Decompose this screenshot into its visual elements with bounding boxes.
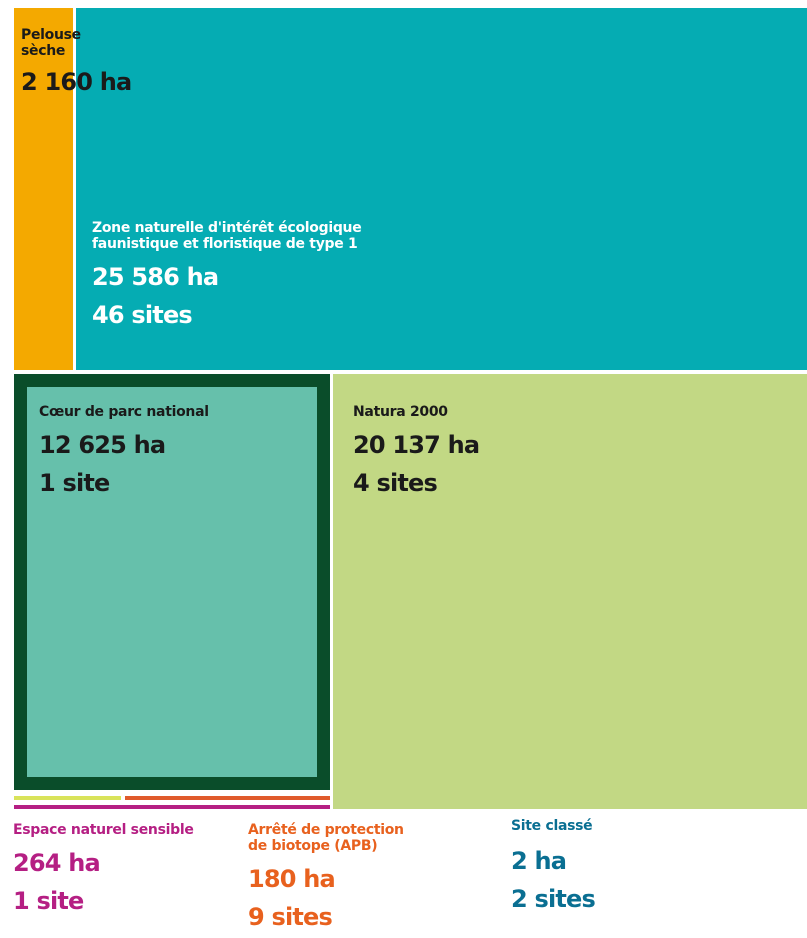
znieff-cell (76, 8, 807, 370)
znieff-area: 25 586 ha (92, 263, 219, 292)
znieff-label: Zone naturelle d'intérêt écologique faun… (92, 220, 392, 334)
apb-sites: 9 sites (248, 903, 333, 932)
apb-area: 180 ha (248, 865, 336, 894)
natura-2000-cell (333, 374, 807, 809)
natura-2000-name: Natura 2000 (353, 404, 448, 420)
ens-name: Espace naturel sensible (13, 822, 194, 838)
natura-2000-label: Natura 2000 20 137 ha 4 sites (353, 404, 480, 502)
znieff-sites: 46 sites (92, 301, 193, 330)
pelouse-seche-area: 2 160 ha (21, 68, 132, 97)
coeur-parc-name: Cœur de parc national (39, 404, 209, 420)
site-classe-label: Site classé 2 ha 2 sites (511, 818, 596, 918)
apb-label: Arrêté de protection de biotope (APB) 18… (248, 822, 423, 936)
strip-magenta (14, 805, 330, 809)
coeur-parc-sites: 1 site (39, 469, 110, 498)
natura-2000-area: 20 137 ha (353, 431, 480, 460)
pelouse-seche-cell (14, 8, 73, 370)
ens-label: Espace naturel sensible 264 ha 1 site (13, 822, 194, 920)
coeur-parc-inner (27, 387, 317, 777)
site-classe-area: 2 ha (511, 847, 567, 876)
pelouse-seche-name: Pelouse sèche (21, 27, 81, 60)
apb-name: Arrêté de protection de biotope (APB) (248, 822, 404, 855)
strip-yellow (14, 796, 121, 800)
pelouse-seche-label: Pelouse sèche 2 160 ha (21, 27, 132, 101)
coeur-parc-area: 12 625 ha (39, 431, 166, 460)
site-classe-name: Site classé (511, 818, 593, 834)
site-classe-sites: 2 sites (511, 885, 596, 914)
ens-area: 264 ha (13, 849, 101, 878)
znieff-name: Zone naturelle d'intérêt écologique faun… (92, 220, 362, 253)
natura-2000-sites: 4 sites (353, 469, 438, 498)
strip-orange (125, 796, 330, 800)
coeur-parc-label: Cœur de parc national 12 625 ha 1 site (39, 404, 209, 502)
ens-sites: 1 site (13, 887, 84, 916)
